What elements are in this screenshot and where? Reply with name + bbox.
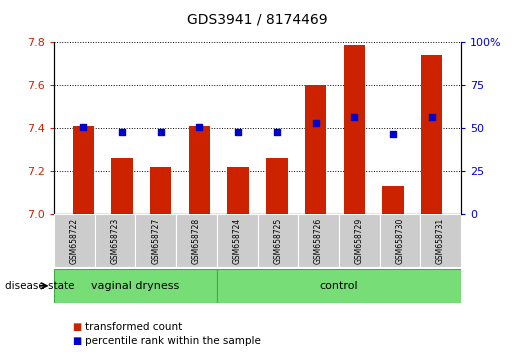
Bar [111, 158, 132, 214]
Bar [135, 214, 176, 267]
Point [118, 129, 126, 135]
Text: GSM658728: GSM658728 [192, 218, 201, 264]
Bar [54, 214, 95, 267]
Point [427, 114, 436, 119]
Text: transformed count: transformed count [85, 322, 182, 332]
Bar [217, 214, 258, 267]
Text: GDS3941 / 8174469: GDS3941 / 8174469 [187, 12, 328, 27]
Bar [344, 45, 365, 214]
Point [273, 129, 281, 135]
Bar [298, 214, 339, 267]
Point [195, 124, 203, 130]
Bar [258, 214, 298, 267]
Text: percentile rank within the sample: percentile rank within the sample [85, 336, 261, 346]
Text: GSM658729: GSM658729 [355, 218, 364, 264]
Text: GSM658725: GSM658725 [273, 218, 282, 264]
Text: disease state: disease state [5, 281, 75, 291]
Point [79, 124, 88, 130]
Text: GSM658731: GSM658731 [436, 218, 445, 264]
Bar [421, 55, 442, 214]
Text: ■: ■ [72, 336, 81, 346]
Bar [150, 167, 171, 214]
Bar [228, 167, 249, 214]
Text: ■: ■ [72, 322, 81, 332]
Text: vaginal dryness: vaginal dryness [91, 281, 180, 291]
Bar [380, 214, 420, 267]
Point [234, 129, 242, 135]
Bar [54, 269, 217, 303]
Bar [383, 186, 404, 214]
Text: control: control [319, 281, 358, 291]
Bar [176, 214, 217, 267]
Bar [305, 85, 326, 214]
Text: GSM658723: GSM658723 [111, 218, 119, 264]
Bar [95, 214, 135, 267]
Text: GSM658724: GSM658724 [233, 218, 242, 264]
Point [389, 131, 397, 137]
Bar [217, 269, 461, 303]
Bar [339, 214, 380, 267]
Point [157, 129, 165, 135]
Text: GSM658727: GSM658727 [151, 218, 160, 264]
Text: GSM658730: GSM658730 [396, 217, 404, 264]
Bar [266, 158, 287, 214]
Text: GSM658726: GSM658726 [314, 218, 323, 264]
Bar [420, 214, 461, 267]
Bar [73, 126, 94, 214]
Point [312, 120, 320, 126]
Bar [189, 126, 210, 214]
Point [350, 114, 358, 119]
Text: GSM658722: GSM658722 [70, 218, 79, 264]
